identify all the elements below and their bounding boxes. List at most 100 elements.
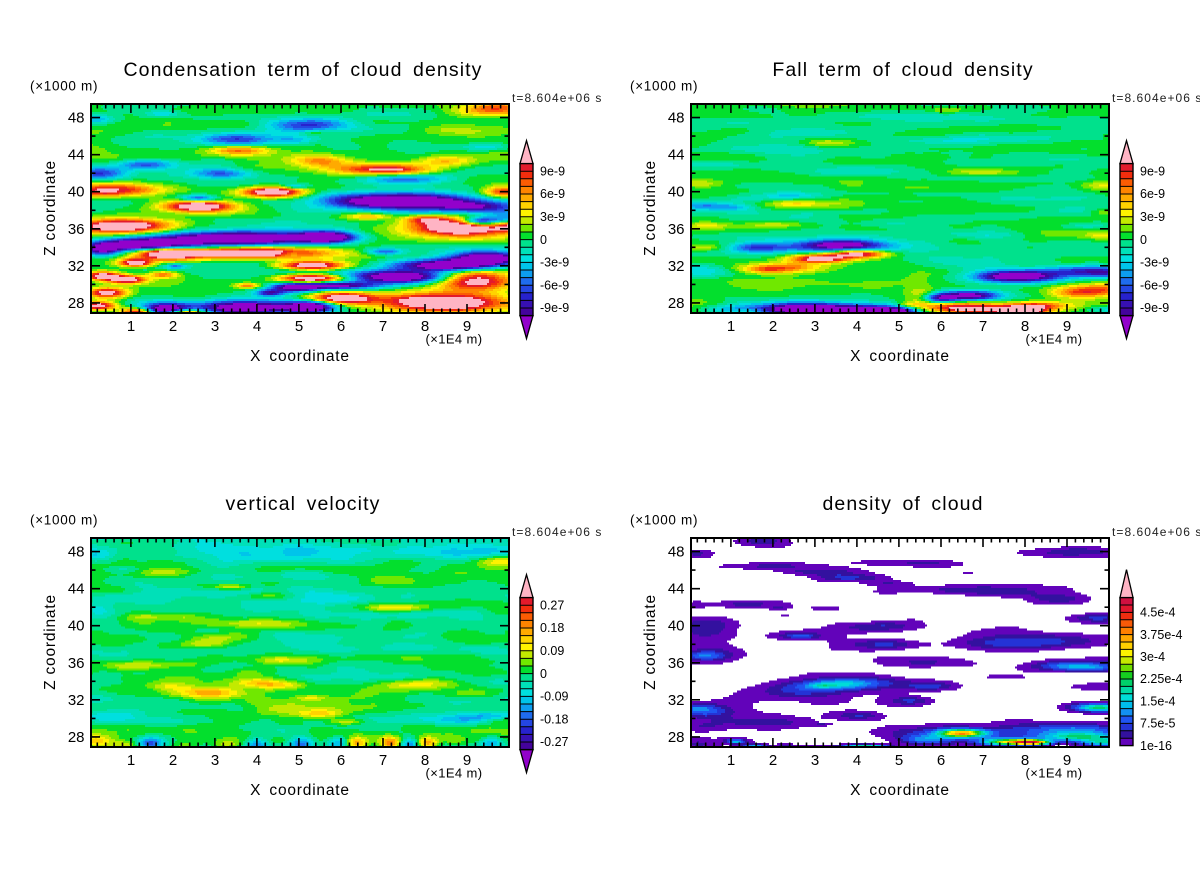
svg-text:0.27: 0.27: [540, 598, 564, 612]
svg-text:1: 1: [727, 752, 735, 769]
svg-text:36: 36: [668, 221, 685, 238]
svg-text:0: 0: [1140, 233, 1147, 247]
svg-text:3e-4: 3e-4: [1140, 650, 1165, 664]
svg-text:8: 8: [1021, 752, 1029, 769]
svg-text:3: 3: [811, 752, 819, 769]
svg-text:28: 28: [668, 295, 685, 312]
svg-text:40: 40: [668, 618, 685, 635]
svg-text:32: 32: [68, 692, 85, 709]
svg-text:8: 8: [1021, 318, 1029, 335]
svg-text:5: 5: [895, 752, 903, 769]
svg-text:(×1E4 m): (×1E4 m): [1025, 766, 1082, 781]
svg-text:3: 3: [211, 318, 219, 335]
svg-text:48: 48: [68, 110, 85, 127]
svg-text:36: 36: [68, 655, 85, 672]
svg-text:3e-9: 3e-9: [1140, 210, 1165, 224]
svg-text:28: 28: [68, 295, 85, 312]
svg-text:6: 6: [337, 752, 345, 769]
svg-text:3: 3: [211, 752, 219, 769]
svg-text:44: 44: [668, 147, 685, 164]
svg-text:4: 4: [253, 752, 261, 769]
svg-text:28: 28: [68, 729, 85, 746]
svg-text:Z coordinate: Z coordinate: [642, 160, 659, 256]
svg-text:t=8.604e+06 s: t=8.604e+06 s: [512, 525, 602, 539]
svg-text:Fall term of cloud density: Fall term of cloud density: [772, 59, 1033, 81]
svg-text:9e-9: 9e-9: [1140, 164, 1165, 178]
svg-text:0.09: 0.09: [540, 644, 564, 658]
svg-text:0: 0: [540, 233, 547, 247]
svg-text:1: 1: [727, 318, 735, 335]
svg-text:1: 1: [127, 752, 135, 769]
svg-text:32: 32: [668, 258, 685, 275]
svg-text:32: 32: [668, 692, 685, 709]
svg-text:48: 48: [68, 544, 85, 561]
svg-text:44: 44: [68, 147, 85, 164]
svg-text:4: 4: [853, 318, 861, 335]
svg-text:(×1000 m): (×1000 m): [630, 79, 698, 94]
svg-text:40: 40: [668, 184, 685, 201]
svg-text:1.5e-4: 1.5e-4: [1140, 694, 1175, 708]
svg-text:0: 0: [540, 667, 547, 681]
svg-text:5: 5: [295, 318, 303, 335]
svg-text:-0.09: -0.09: [540, 690, 569, 704]
svg-text:-0.18: -0.18: [540, 712, 569, 726]
svg-text:X coordinate: X coordinate: [850, 782, 950, 799]
svg-text:7: 7: [379, 752, 387, 769]
svg-text:-6e-9: -6e-9: [1140, 278, 1169, 292]
svg-text:4: 4: [253, 318, 261, 335]
svg-text:t=8.604e+06 s: t=8.604e+06 s: [1112, 525, 1200, 539]
svg-text:9: 9: [463, 752, 471, 769]
svg-text:2: 2: [169, 318, 177, 335]
svg-text:(×1000 m): (×1000 m): [630, 513, 698, 528]
svg-text:8: 8: [421, 318, 429, 335]
svg-text:6e-9: 6e-9: [540, 187, 565, 201]
svg-text:6e-9: 6e-9: [1140, 187, 1165, 201]
svg-text:t=8.604e+06 s: t=8.604e+06 s: [1112, 91, 1200, 105]
svg-text:-3e-9: -3e-9: [540, 256, 569, 270]
svg-text:-3e-9: -3e-9: [1140, 256, 1169, 270]
svg-text:3: 3: [811, 318, 819, 335]
svg-text:8: 8: [421, 752, 429, 769]
svg-text:3.75e-4: 3.75e-4: [1140, 628, 1182, 642]
svg-text:1: 1: [127, 318, 135, 335]
svg-text:2: 2: [169, 752, 177, 769]
svg-text:2: 2: [769, 318, 777, 335]
svg-text:5: 5: [295, 752, 303, 769]
svg-text:36: 36: [668, 655, 685, 672]
svg-text:5: 5: [895, 318, 903, 335]
svg-text:(×1E4 m): (×1E4 m): [425, 332, 482, 347]
svg-text:48: 48: [668, 110, 685, 127]
svg-text:7.5e-5: 7.5e-5: [1140, 717, 1175, 731]
svg-text:(×1000 m): (×1000 m): [30, 79, 98, 94]
svg-text:9: 9: [1063, 752, 1071, 769]
svg-text:7: 7: [379, 318, 387, 335]
svg-text:28: 28: [668, 729, 685, 746]
svg-text:X coordinate: X coordinate: [250, 348, 350, 365]
svg-text:9: 9: [1063, 318, 1071, 335]
svg-text:Z coordinate: Z coordinate: [642, 594, 659, 690]
svg-text:-0.27: -0.27: [540, 735, 569, 749]
svg-text:6: 6: [337, 318, 345, 335]
svg-text:(×1E4 m): (×1E4 m): [1025, 332, 1082, 347]
svg-text:36: 36: [68, 221, 85, 238]
svg-text:2: 2: [769, 752, 777, 769]
svg-text:Z coordinate: Z coordinate: [42, 160, 59, 256]
svg-text:40: 40: [68, 618, 85, 635]
svg-text:1e-16: 1e-16: [1140, 739, 1172, 753]
svg-text:2.25e-4: 2.25e-4: [1140, 672, 1182, 686]
svg-text:0.18: 0.18: [540, 621, 564, 635]
svg-text:6: 6: [937, 752, 945, 769]
svg-text:Z coordinate: Z coordinate: [42, 594, 59, 690]
svg-text:t=8.604e+06 s: t=8.604e+06 s: [512, 91, 602, 105]
svg-text:7: 7: [979, 752, 987, 769]
svg-text:9: 9: [463, 318, 471, 335]
svg-text:6: 6: [937, 318, 945, 335]
svg-text:44: 44: [68, 581, 85, 598]
svg-text:48: 48: [668, 544, 685, 561]
svg-text:9e-9: 9e-9: [540, 164, 565, 178]
svg-text:Condensation term of cloud den: Condensation term of cloud density: [123, 59, 482, 81]
svg-text:(×1E4 m): (×1E4 m): [425, 766, 482, 781]
svg-text:-9e-9: -9e-9: [540, 301, 569, 315]
svg-text:44: 44: [668, 581, 685, 598]
svg-text:4.5e-4: 4.5e-4: [1140, 606, 1175, 620]
